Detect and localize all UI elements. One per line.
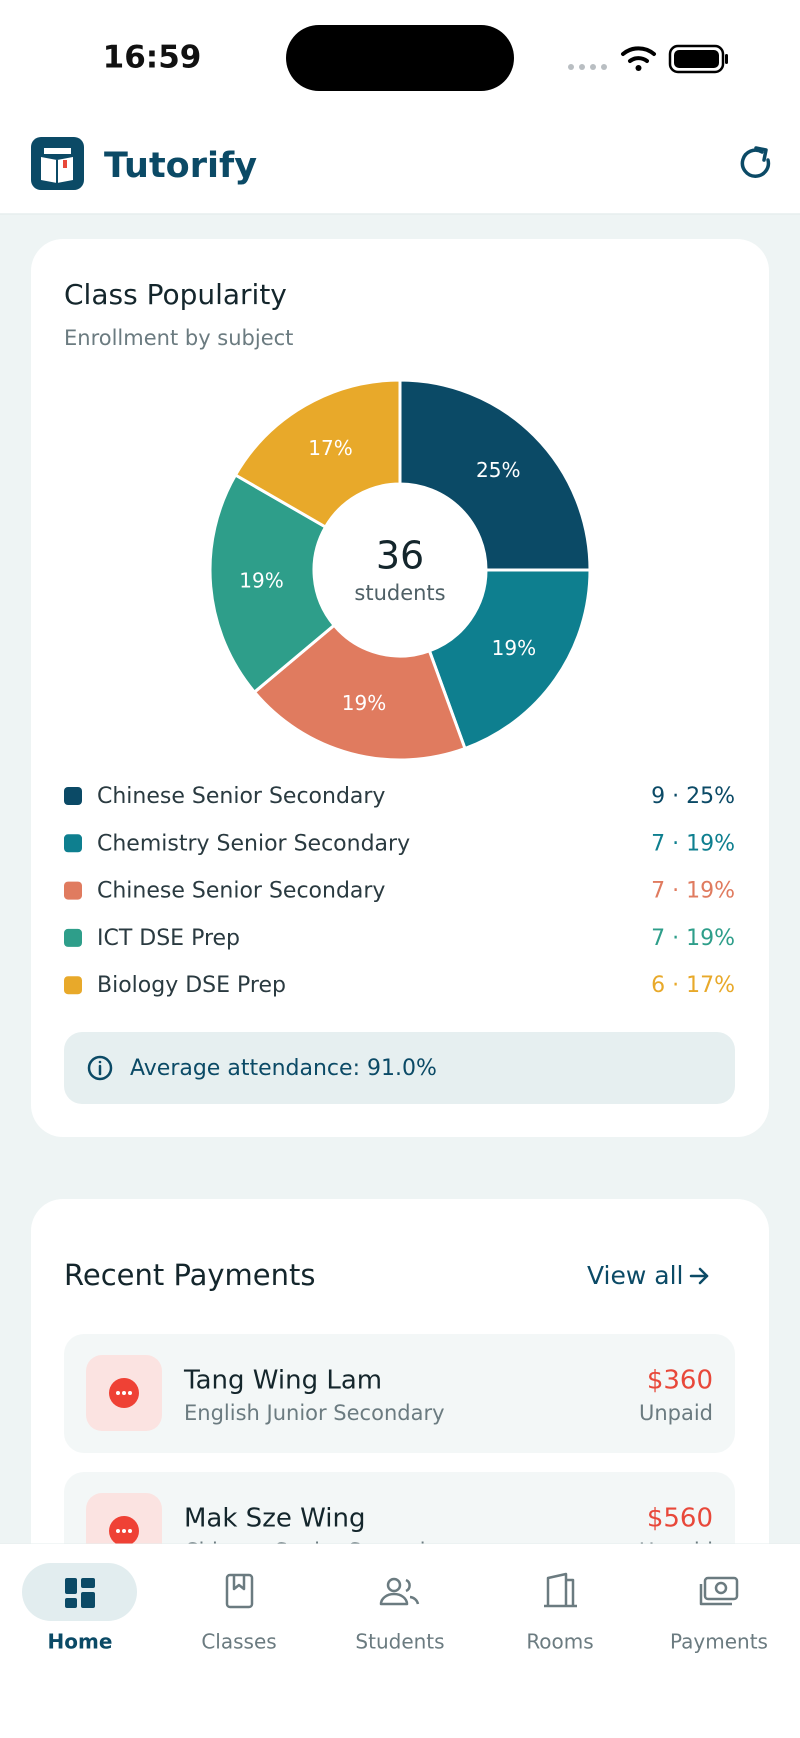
nav-items: Home Classes Students Rooms Payments bbox=[48, 1630, 768, 1654]
total-label: students bbox=[354, 581, 445, 605]
info-icon bbox=[87, 1055, 113, 1081]
nav-label[interactable]: Classes bbox=[201, 1630, 276, 1654]
legend-swatch bbox=[64, 881, 82, 900]
payer-name: Mak Sze Wing bbox=[184, 1504, 365, 1534]
status-dot bbox=[122, 1391, 126, 1395]
status-dot bbox=[128, 1391, 132, 1395]
slice-label: 25% bbox=[476, 458, 520, 482]
payment-row[interactable] bbox=[64, 1334, 735, 1453]
refresh-button[interactable] bbox=[740, 146, 771, 178]
slice-label: 17% bbox=[308, 436, 352, 460]
rooms-icon bbox=[544, 1572, 577, 1608]
arrow-icon bbox=[689, 1267, 709, 1285]
donut-slice bbox=[252, 623, 467, 762]
classes-icon bbox=[225, 1573, 254, 1609]
legend-swatch bbox=[64, 928, 82, 947]
status-dot bbox=[122, 1529, 126, 1533]
status-dot bbox=[116, 1391, 120, 1395]
slice-label: 19% bbox=[342, 691, 386, 715]
legend: Chinese Senior Secondary 9 · 25% Chemistry… bbox=[64, 784, 735, 998]
donut-chart: 25% 19% 19% 19% 17% bbox=[208, 378, 592, 762]
donut-slice bbox=[398, 378, 592, 572]
card-title: Recent Payments bbox=[64, 1258, 316, 1292]
donut-slice bbox=[427, 568, 592, 751]
nav-label[interactable]: Rooms bbox=[526, 1630, 593, 1654]
slice-label: 19% bbox=[239, 569, 283, 593]
clock: 16:59 bbox=[103, 40, 202, 76]
payment-status: Unpaid bbox=[639, 1401, 713, 1425]
legend-swatch bbox=[64, 976, 82, 995]
legend-value: 7 · 19% bbox=[651, 831, 735, 856]
payer-name: Tang Wing Lam bbox=[183, 1366, 382, 1396]
legend-value: 9 · 25% bbox=[651, 784, 735, 809]
status-dot bbox=[128, 1529, 132, 1533]
legend-name: Chinese Senior Secondary bbox=[97, 784, 385, 809]
payment-amount: $360 bbox=[647, 1366, 713, 1396]
students-icon bbox=[379, 1577, 420, 1606]
legend-value: 6 · 17% bbox=[651, 973, 735, 998]
legend-swatch bbox=[64, 834, 82, 853]
view-all-link[interactable]: View all bbox=[587, 1261, 683, 1290]
legend-value: 7 · 19% bbox=[651, 879, 735, 904]
active-pill bbox=[22, 1563, 137, 1621]
nav-label[interactable]: Students bbox=[355, 1630, 444, 1654]
legend-name: Chinese Senior Secondary bbox=[97, 879, 385, 904]
bottom-nav bbox=[0, 1544, 800, 1738]
legend-name: Biology DSE Prep bbox=[97, 973, 286, 998]
app-name: Tutorify bbox=[104, 146, 257, 186]
attendance-text: Average attendance: 91.0% bbox=[130, 1056, 437, 1081]
wifi-icon bbox=[621, 46, 656, 71]
total-count: 36 bbox=[376, 534, 424, 578]
payer-subject: English Junior Secondary bbox=[184, 1401, 445, 1425]
attendance-box bbox=[64, 1032, 735, 1104]
status-dot bbox=[116, 1529, 120, 1533]
legend-value: 7 · 19% bbox=[651, 926, 735, 951]
legend-swatch bbox=[64, 787, 82, 805]
donut-slice bbox=[208, 472, 337, 695]
payments-icon bbox=[699, 1576, 739, 1606]
app-logo bbox=[31, 137, 84, 190]
signal bbox=[568, 64, 607, 70]
card-subtitle: Enrollment by subject bbox=[64, 326, 293, 350]
dynamic-island bbox=[286, 25, 514, 91]
payment-amount: $560 bbox=[647, 1504, 713, 1534]
battery-icon bbox=[668, 44, 728, 74]
slice-label: 19% bbox=[492, 636, 536, 660]
nav-label[interactable]: Payments bbox=[670, 1630, 768, 1654]
donut-slice bbox=[233, 378, 402, 530]
card-title: Class Popularity bbox=[64, 278, 287, 311]
legend-name: Chemistry Senior Secondary bbox=[97, 831, 410, 856]
legend-name: ICT DSE Prep bbox=[97, 926, 240, 951]
nav-label[interactable]: Home bbox=[48, 1630, 113, 1654]
home-icon bbox=[65, 1578, 95, 1608]
